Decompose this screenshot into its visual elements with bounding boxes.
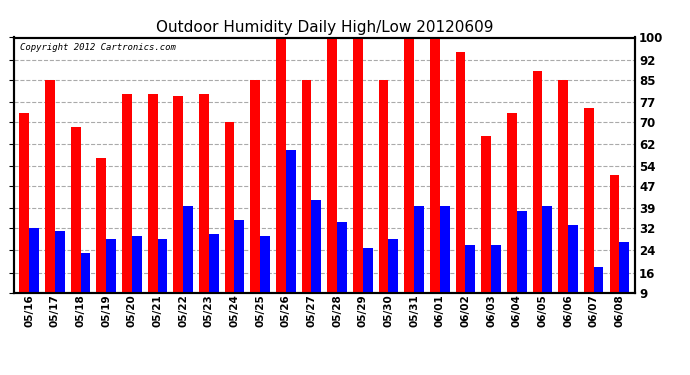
Bar — [183, 206, 193, 318]
Bar — [260, 237, 270, 318]
Bar — [19, 113, 29, 318]
Bar — [455, 51, 466, 318]
Bar — [173, 96, 183, 318]
Bar — [199, 93, 209, 318]
Bar — [388, 239, 398, 318]
Bar — [276, 38, 286, 318]
Bar — [353, 38, 363, 318]
Title: Outdoor Humidity Daily High/Low 20120609: Outdoor Humidity Daily High/Low 20120609 — [155, 20, 493, 35]
Bar — [404, 38, 414, 318]
Bar — [122, 93, 132, 318]
Bar — [157, 239, 167, 318]
Bar — [363, 248, 373, 318]
Bar — [106, 239, 116, 318]
Bar — [517, 211, 526, 318]
Bar — [620, 242, 629, 318]
Bar — [29, 228, 39, 318]
Bar — [507, 113, 517, 318]
Bar — [148, 93, 157, 318]
Bar — [542, 206, 552, 318]
Bar — [568, 225, 578, 318]
Bar — [533, 71, 542, 318]
Bar — [558, 80, 568, 318]
Bar — [71, 127, 81, 318]
Bar — [286, 150, 295, 318]
Bar — [327, 38, 337, 318]
Bar — [225, 122, 235, 318]
Bar — [440, 206, 449, 318]
Bar — [235, 220, 244, 318]
Bar — [593, 267, 604, 318]
Bar — [466, 245, 475, 318]
Bar — [491, 245, 501, 318]
Bar — [311, 200, 322, 318]
Bar — [209, 234, 219, 318]
Bar — [302, 80, 311, 318]
Bar — [379, 80, 388, 318]
Bar — [337, 222, 347, 318]
Bar — [430, 38, 440, 318]
Bar — [610, 175, 620, 318]
Bar — [97, 158, 106, 318]
Bar — [132, 237, 141, 318]
Bar — [250, 80, 260, 318]
Text: Copyright 2012 Cartronics.com: Copyright 2012 Cartronics.com — [20, 43, 176, 52]
Bar — [81, 253, 90, 318]
Bar — [55, 231, 65, 318]
Bar — [45, 80, 55, 318]
Bar — [414, 206, 424, 318]
Bar — [482, 136, 491, 318]
Bar — [584, 108, 593, 318]
